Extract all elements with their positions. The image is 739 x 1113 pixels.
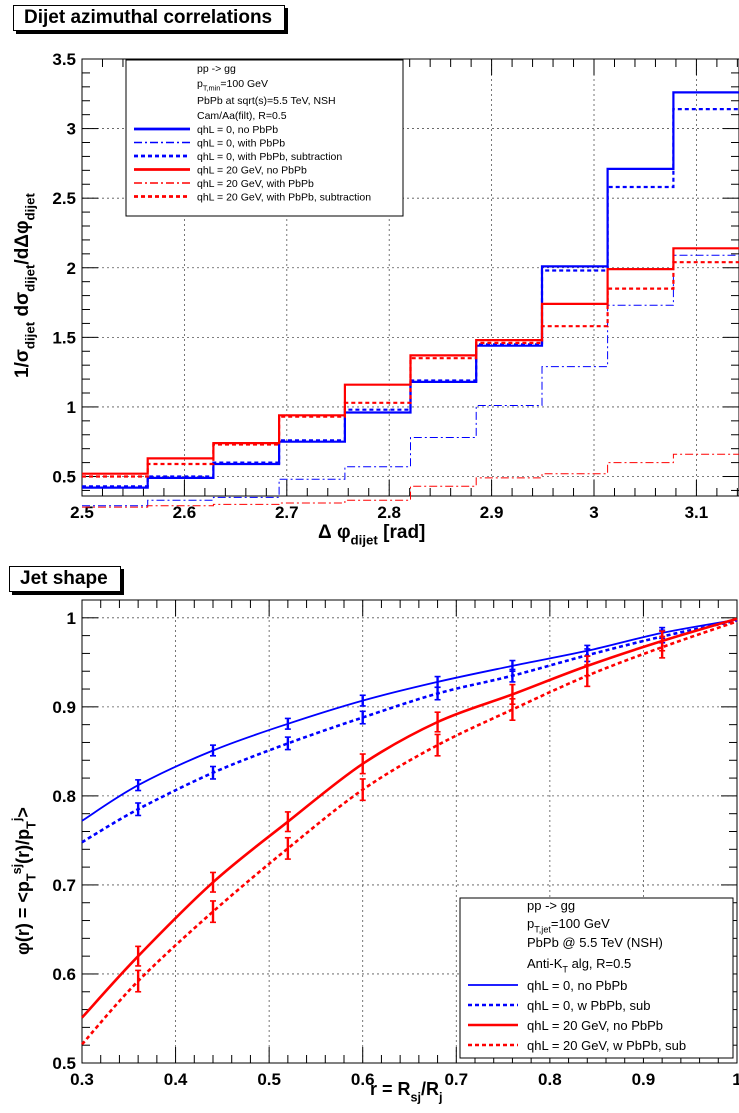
chart1-x-tick-label: 0.9 bbox=[632, 1070, 656, 1089]
chart0-series-group bbox=[82, 91, 739, 508]
chart0-y-tick-label: 2.5 bbox=[52, 189, 76, 208]
chart0-x-tick-label: 2.6 bbox=[173, 503, 197, 522]
chart0-legend-header-line: Cam/Aa(filt), R=0.5 bbox=[197, 110, 287, 122]
chart1-xlabel: r = Rsj/Rj bbox=[370, 1079, 443, 1104]
chart0-y-tick-label: 0.5 bbox=[52, 468, 76, 487]
chart0-y-tick-label: 1.5 bbox=[52, 328, 76, 347]
chart0-legend-header-line: PbPb at sqrt(s)=5.5 TeV, NSH bbox=[197, 95, 336, 107]
chart1-series-group bbox=[81, 617, 738, 1046]
chart1-legend-header-line: Anti-KT alg, R=0.5 bbox=[527, 956, 631, 975]
chart0-y-tick-label: 3.5 bbox=[52, 50, 76, 69]
chart0-ylabel: 1/σdijet dσdijet/dΔφdijet bbox=[12, 193, 38, 378]
chart1-x-tick-label: 0.4 bbox=[164, 1070, 188, 1089]
chart1-y-tick-label: 0.6 bbox=[52, 965, 76, 984]
chart1-series-line-1 bbox=[81, 619, 738, 844]
chart1-y-tick-label: 1 bbox=[67, 609, 76, 628]
jet-shape-panel-title: Jet shape bbox=[9, 566, 121, 592]
chart1-series-line-0 bbox=[81, 618, 738, 822]
chart1-x-tick-label: 0.5 bbox=[257, 1070, 281, 1089]
chart0-legend-label-0: qhL = 0, no PbPb bbox=[197, 124, 278, 136]
chart0-legend-label-2: qhL = 0, with PbPb, subtraction bbox=[197, 151, 342, 163]
chart1-legend-header-line: PbPb @ 5.5 TeV (NSH) bbox=[527, 935, 663, 950]
chart0-x-tick-label: 3 bbox=[589, 503, 598, 522]
chart0-legend-label-5: qhL = 20 GeV, with PbPb, subtraction bbox=[197, 192, 371, 204]
chart1-x-tick-label: 0.6 bbox=[351, 1070, 375, 1089]
chart0-series-line-5 bbox=[82, 261, 739, 478]
chart1-legend-header-line: pT,jet=100 GeV bbox=[527, 916, 610, 935]
chart1-series-line-3 bbox=[81, 620, 738, 1046]
chart0-x-tick-label: 3.1 bbox=[685, 503, 709, 522]
chart0-xlabel: Δ φdijet [rad] bbox=[318, 522, 425, 548]
chart1-x-tick-label: 1 bbox=[732, 1070, 739, 1089]
chart0-legend-header-line: pT,min=100 GeV bbox=[197, 78, 268, 93]
chart0-x-tick-label: 2.7 bbox=[275, 503, 299, 522]
chart0-y-tick-label: 1 bbox=[67, 398, 76, 417]
chart1-series-line-2 bbox=[81, 617, 738, 1019]
chart1-legend-label-1: qhL = 0, w PbPb, sub bbox=[527, 998, 650, 1013]
chart1-y-tick-label: 0.8 bbox=[52, 787, 76, 806]
dijet-panel-title: Dijet azimuthal correlations bbox=[13, 5, 286, 31]
chart1-legend-header-line: pp -> gg bbox=[527, 898, 575, 913]
chart0-x-tick-label: 2.9 bbox=[480, 503, 504, 522]
chart1-legend-label-0: qhL = 0, no PbPb bbox=[527, 978, 627, 993]
chart0-x-tick-label: 2.8 bbox=[377, 503, 401, 522]
chart1-y-tick-label: 0.7 bbox=[52, 876, 76, 895]
chart1-y-tick-label: 0.9 bbox=[52, 698, 76, 717]
chart0-legend-label-1: qhL = 0, with PbPb bbox=[197, 138, 285, 150]
chart1-ylabel: φ(r) = <pTsj(r)/pTj> bbox=[10, 807, 38, 955]
chart0-legend: pp -> gg pT,min=100 GeV PbPb at sqrt(s)=5.… bbox=[125, 59, 404, 217]
chart0-series-line-4 bbox=[82, 453, 739, 508]
chart1-x-tick-label: 0.3 bbox=[70, 1070, 94, 1089]
chart0-y-tick-label: 2 bbox=[67, 259, 76, 278]
chart0-legend-box bbox=[125, 59, 404, 217]
chart0-legend-header-line: pp -> gg bbox=[197, 63, 236, 75]
chart1-y-tick-label: 0.5 bbox=[52, 1054, 76, 1073]
chart1-legend-box bbox=[459, 897, 734, 1059]
chart0-legend-label-3: qhL = 20 GeV, no PbPb bbox=[197, 165, 307, 177]
chart1-legend-label-2: qhL = 20 GeV, no PbPb bbox=[527, 1018, 663, 1033]
chart0-legend-label-4: qhL = 20 GeV, with PbPb bbox=[197, 178, 314, 190]
chart1-x-tick-label: 0.7 bbox=[444, 1070, 468, 1089]
chart1-legend-label-3: qhL = 20 GeV, w PbPb, sub bbox=[527, 1038, 686, 1053]
chart0-x-tick-label: 2.5 bbox=[70, 503, 94, 522]
chart1-x-tick-label: 0.8 bbox=[538, 1070, 562, 1089]
chart0-y-tick-label: 3 bbox=[67, 120, 76, 139]
chart0-series-line-2 bbox=[82, 108, 739, 488]
